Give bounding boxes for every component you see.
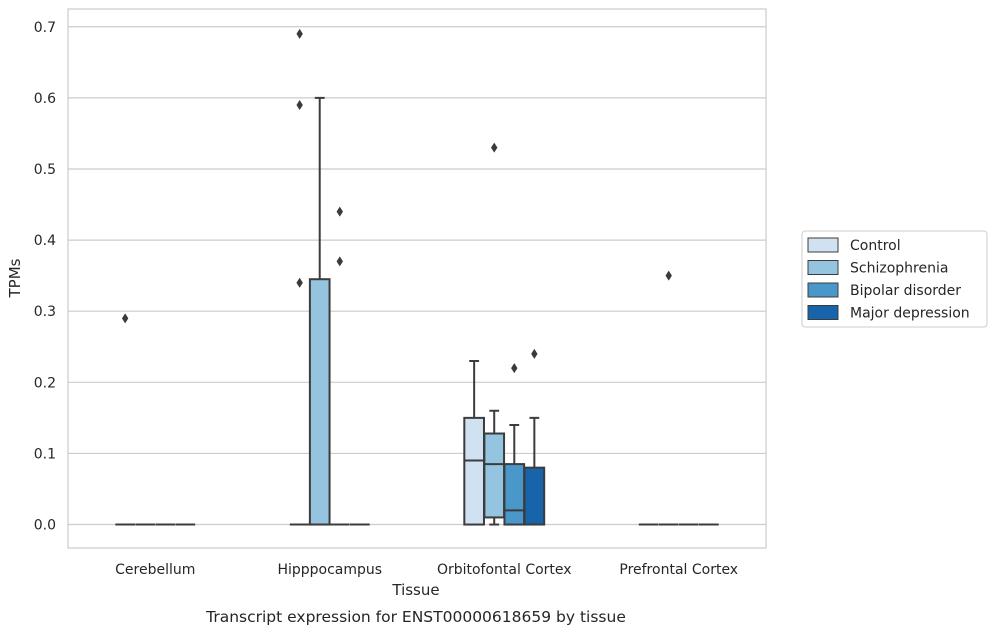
legend-label: Control [850, 238, 901, 254]
chart-caption: Transcript expression for ENST0000061865… [205, 608, 626, 626]
box-control [463, 359, 485, 526]
legend-label: Major depression [850, 306, 970, 322]
outlier-point [296, 277, 303, 288]
legend-swatch [807, 282, 839, 298]
legend-frame [801, 230, 988, 328]
boxes [115, 96, 719, 526]
y-tick-label: 0.6 [34, 91, 56, 107]
y-axis-label: TPMs [6, 258, 24, 298]
outlier-point [296, 28, 303, 39]
y-tick-label: 0.3 [34, 304, 56, 320]
outlier-point [531, 348, 538, 359]
box-schizophrenia [308, 96, 331, 526]
outlier-points [121, 28, 672, 374]
box-body [463, 416, 485, 526]
legend-swatch [807, 260, 839, 275]
y-tick-label: 0.5 [34, 162, 56, 178]
outlier-point [121, 313, 129, 324]
outlier-point [296, 99, 303, 110]
y-tick-label: 0.2 [34, 375, 56, 391]
box-body [503, 463, 526, 526]
x-tick-label: Orbitofontal Cortex [437, 562, 572, 578]
box-body [523, 466, 546, 526]
outlier-point [491, 142, 498, 153]
x-tick-label: Hipppocampus [277, 562, 382, 578]
legend-swatch [807, 237, 839, 253]
y-tick-label: 0.4 [34, 233, 56, 249]
outlier-point [665, 270, 672, 281]
box-body [308, 278, 331, 526]
legend: Control Schizophrenia Bipolar disorder Majo… [801, 230, 988, 328]
box-major-depression [523, 416, 546, 526]
y-tick-label: 0.1 [34, 446, 56, 462]
legend-label: Bipolar disorder [850, 283, 961, 299]
x-tick-label: Cerebellum [115, 562, 195, 578]
legend-label: Schizophrenia [850, 261, 948, 277]
box-body [483, 432, 506, 519]
x-tick-label: Prefrontal Cortex [619, 562, 738, 578]
y-tick-labels: 0.0 0.1 0.2 0.3 0.4 0.5 0.6 0.7 [34, 20, 56, 534]
y-tick-label: 0.7 [34, 20, 56, 36]
outlier-point [511, 363, 518, 374]
y-tick-label: 0.0 [34, 518, 56, 534]
plot-area [67, 8, 767, 549]
outlier-point [336, 206, 343, 217]
outlier-point [336, 256, 343, 267]
legend-swatch [807, 305, 839, 320]
x-axis-label: Tissue [391, 581, 439, 599]
x-category-labels: Cerebellum Hipppocampus Orbitofontal Corte… [115, 562, 738, 578]
gridlines [68, 26, 766, 526]
